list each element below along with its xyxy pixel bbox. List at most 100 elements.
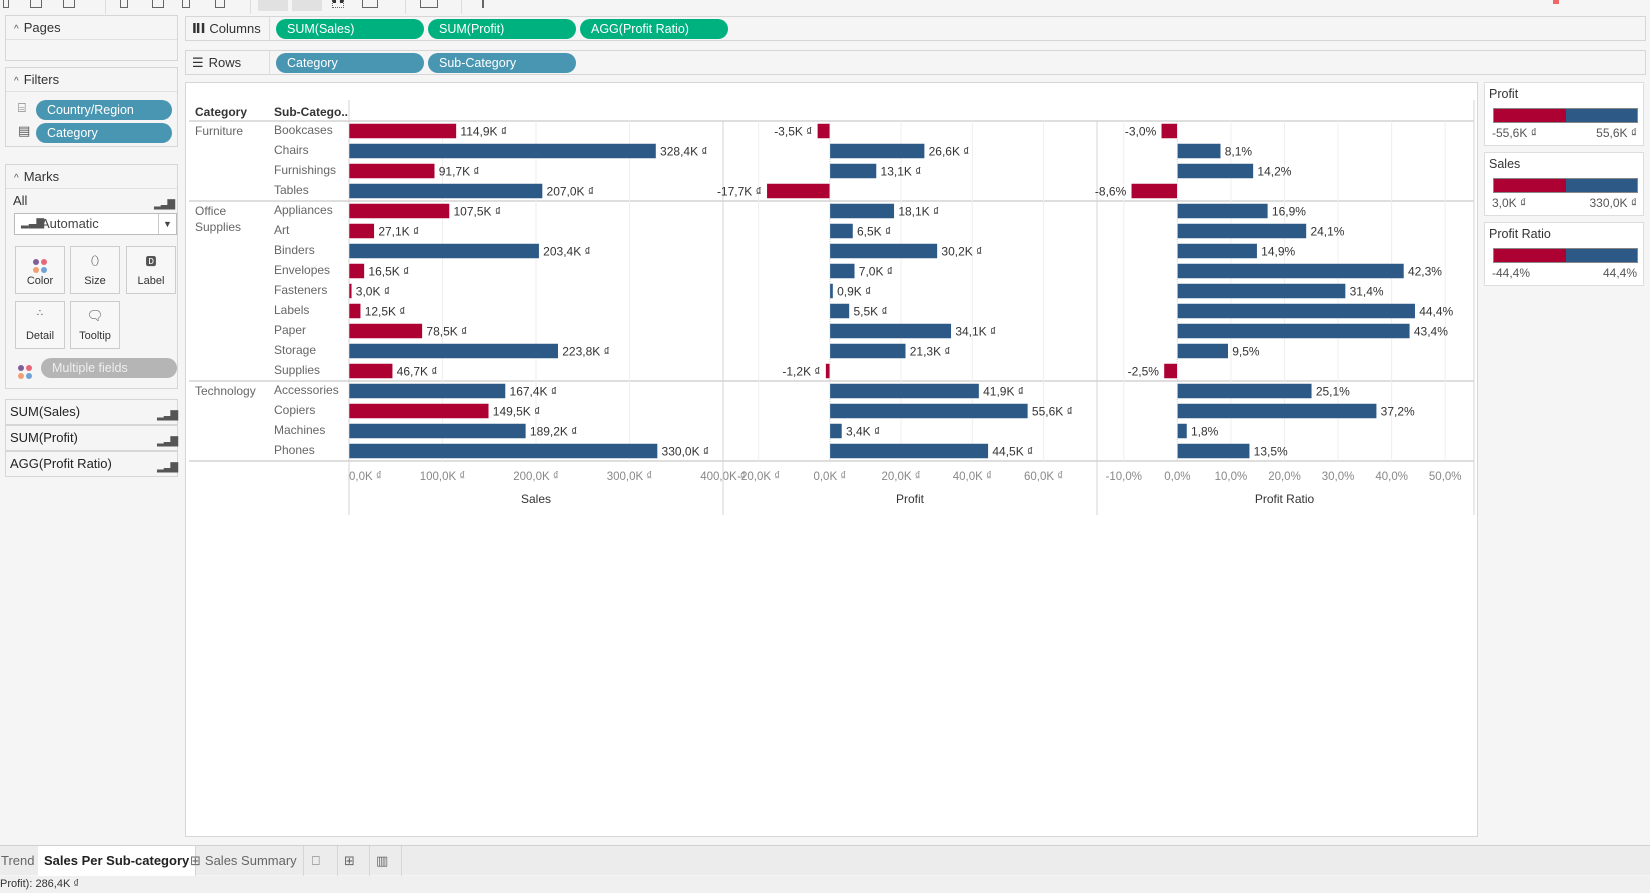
pill-label: SUM(Profit) [439,22,505,36]
sub-category-label[interactable]: Supplies [274,363,321,377]
dashboard-icon: ⊞ [190,853,201,868]
category-label[interactable]: Furniture [195,124,244,138]
sort-asc-icon[interactable] [152,0,164,8]
legend-min-value: -44,4% [1492,266,1531,280]
status-bar: Profit): 286,4K ₫ [0,876,1650,893]
pages-header[interactable]: ^ Pages [6,16,177,40]
chevron-down-icon[interactable]: ▼ [158,214,176,234]
sub-category-label[interactable]: Art [274,223,290,237]
sub-category-label[interactable]: Fasteners [274,283,328,297]
column-pill-profit-ratio[interactable]: AGG(Profit Ratio) [580,19,728,39]
notification-indicator[interactable] [1553,0,1559,4]
filter-category[interactable]: Category [36,123,172,143]
marks-card: ^ Marks All ▂▃▇ ▂▃▇ Automatic ▼ Color ⬯ Si… [5,164,178,389]
label-button[interactable]: 🅳 Label [126,246,176,294]
sub-category-label[interactable]: Storage [274,343,317,357]
filters-header[interactable]: ^ Filters [6,68,177,92]
color-legend-profit[interactable]: Profit -55,6K ₫ 55,6K ₫ [1484,82,1644,146]
column-pill-sum-sales[interactable]: SUM(Sales) [276,19,424,39]
standard-view-icon[interactable] [258,0,288,11]
color-field-pill[interactable]: Multiple fields [41,358,177,378]
sub-category-label[interactable]: Appliances [274,203,333,217]
category-label[interactable]: Technology [195,384,256,398]
sub-category-label[interactable]: Paper [274,323,307,337]
row-pill-category[interactable]: Category [276,53,424,73]
color-legend-sales[interactable]: Sales 3,0K ₫ 330,0K ₫ [1484,152,1644,216]
marks-title: Marks [23,169,60,184]
group-icon[interactable] [215,0,225,8]
mark-type-dropdown[interactable]: ▂▃▇ Automatic ▼ [14,213,177,235]
swap-icon[interactable] [120,0,128,8]
tab-trend[interactable]: Trend [0,846,42,876]
color-button[interactable]: Color [15,246,65,294]
sub-category-label[interactable]: Machines [274,423,326,437]
measure-sales-marks[interactable]: SUM(Sales) ▂▃▇ [5,399,178,425]
pin-icon[interactable] [482,0,484,8]
sub-category-label[interactable]: Envelopes [274,263,331,277]
legend-color-ramp [1493,178,1638,193]
sort-desc-icon[interactable] [182,0,190,8]
presentation-icon[interactable] [420,0,438,8]
pill-label: Sub-Category [439,56,517,70]
fit-height-icon[interactable] [332,0,344,8]
measure-profit-ratio-marks[interactable]: AGG(Profit Ratio) ▂▃▇ [5,451,178,477]
sheet-tabs: Trend Sales Per Sub-category ⊞ Sales Summ… [0,845,1650,876]
entire-view-icon[interactable] [362,0,378,8]
marks-header[interactable]: ^ Marks [6,165,177,189]
columns-label: Columns [209,21,261,36]
sub-category-label[interactable]: Labels [274,303,310,317]
new-worksheet-button[interactable]: ⎕ [306,846,338,876]
save-icon[interactable] [30,0,42,8]
collapse-caret-icon: ^ [14,24,19,35]
toolbar-divider [405,0,406,14]
color-field-label: Multiple fields [52,361,128,375]
tab-sales-summary[interactable]: ⊞ Sales Summary [184,846,304,876]
category-column-header[interactable]: Category [195,105,248,119]
toolbar [0,0,1650,14]
ramp-negative [1494,249,1566,262]
row-pill-sub-category[interactable]: Sub-Category [428,53,576,73]
measure-profit-marks[interactable]: SUM(Profit) ▂▃▇ [5,425,178,451]
sub-category-label[interactable]: Phones [274,443,315,457]
add-data-icon[interactable] [3,0,9,8]
legend-min-value: 3,0K ₫ [1492,196,1527,210]
columns-shelf[interactable]: ⅡⅠ Columns SUM(Sales) SUM(Profit) AGG(Pro… [185,16,1646,41]
bar-chart-icon: ▂▃▇ [157,410,178,421]
legend-max-value: 55,6K ₫ [1596,126,1637,140]
color-legend-profit-ratio[interactable]: Profit Ratio -44,4% 44,4% [1484,222,1644,286]
sub-category-label[interactable]: Binders [274,243,315,257]
tab-sales-per-sub-category[interactable]: Sales Per Sub-category [38,846,197,876]
sub-category-label[interactable]: Chairs [274,143,309,157]
measure-label: AGG(Profit Ratio) [10,456,112,471]
sub-category-label[interactable]: Copiers [274,403,316,417]
new-dashboard-button[interactable]: ⊞ [338,846,370,876]
sub-category-column-header[interactable]: Sub-Catego.. [274,105,348,119]
mark-type-value: Automatic [41,216,99,231]
clear-icon[interactable] [63,0,75,8]
sub-category-label[interactable]: Accessories [274,383,339,397]
size-button[interactable]: ⬯ Size [70,246,120,294]
detail-button[interactable]: ∴ Detail [15,301,65,349]
fit-width-icon[interactable] [292,0,322,11]
sub-category-label[interactable]: Bookcases [274,123,333,137]
filter-country-region[interactable]: Country/Region [36,100,172,120]
new-story-button[interactable]: ▥ [370,846,402,876]
legend-color-ramp [1493,108,1638,123]
sub-category-label[interactable]: Tables [274,183,309,197]
tooltip-button[interactable]: 🗨 Tooltip [70,301,120,349]
column-pill-sum-profit[interactable]: SUM(Profit) [428,19,576,39]
sub-category-label[interactable]: Furnishings [274,163,337,177]
legend-title: Profit Ratio [1489,227,1551,241]
detail-icon: ∴ [36,308,44,319]
category-label[interactable]: Office Supplies [195,204,242,234]
new-worksheet-icon: ⎕ [312,853,320,868]
bar-chart-icon: ▂▃▇ [154,199,175,210]
columns-icon: ⅡⅠ [192,21,206,36]
ramp-negative [1494,179,1566,192]
tab-label: Trend [1,853,35,868]
marks-all-tab[interactable]: All ▂▃▇ [9,191,175,211]
viz-canvas [185,82,1478,837]
filter-label: Country/Region [47,103,134,117]
rows-shelf[interactable]: ☰ Rows Category Sub-Category [185,50,1646,75]
